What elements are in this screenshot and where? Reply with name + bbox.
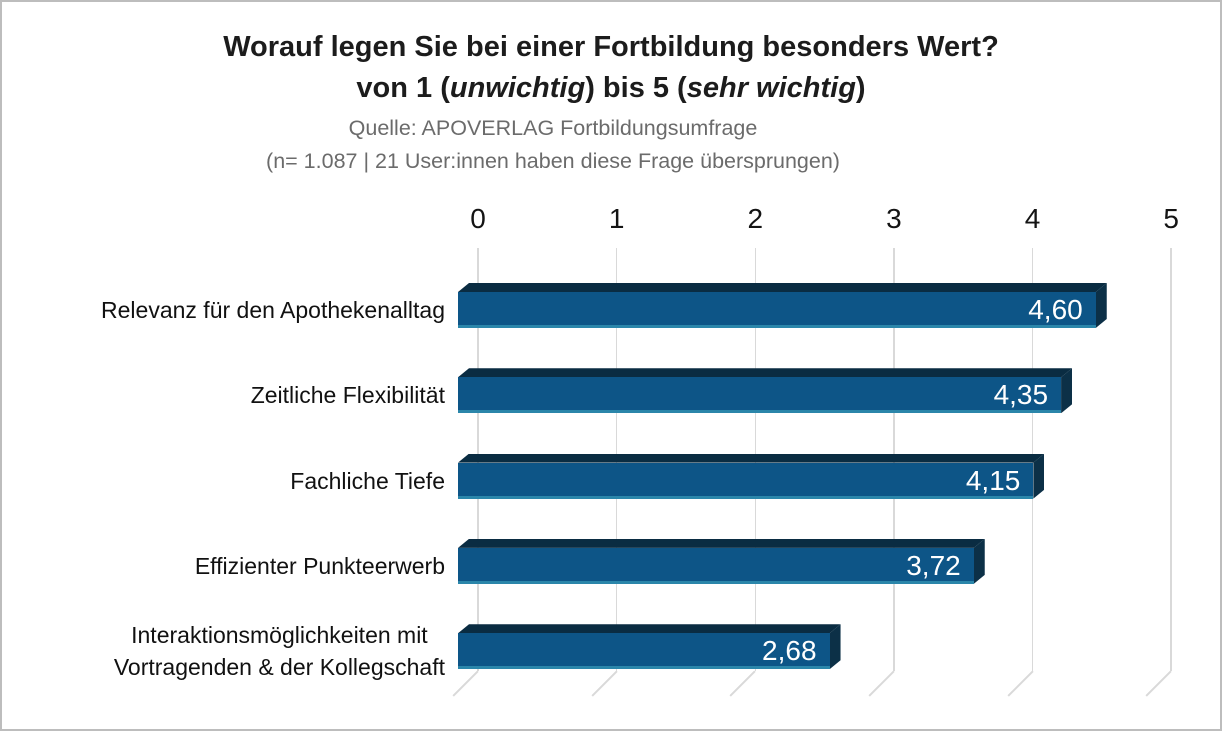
- gridline-foot: [591, 670, 618, 697]
- subtitle-part: von 1 (: [356, 72, 450, 104]
- chart-title-text: Worauf legen Sie bei einer Fortbildung b…: [223, 31, 999, 63]
- bar-value-label: 4,15: [965, 464, 1021, 496]
- gridline-foot: [452, 670, 479, 697]
- axis-tick-label: 4: [1024, 203, 1041, 234]
- category-label-text: Fachliche Tiefe: [290, 467, 445, 494]
- bar-end-face: [974, 539, 985, 584]
- sample-size-note: (n= 1.087 | 21 User:innen haben diese Fr…: [266, 149, 840, 173]
- gridline: [1170, 248, 1172, 671]
- bar-end-face: [1033, 454, 1044, 499]
- bar-top-face: [458, 454, 1044, 463]
- bar-end-face: [1061, 368, 1072, 413]
- gridline-foot: [1145, 670, 1172, 697]
- category-label: Fachliche Tiefe: [2, 447, 445, 515]
- bar-end-face: [830, 624, 841, 669]
- category-label: Effizienter Punkteerwerb: [2, 532, 445, 600]
- category-label: Relevanz für den Apothekenalltag: [2, 276, 445, 344]
- axis-tick-label: 0: [470, 203, 486, 234]
- gridline-foot: [868, 670, 895, 697]
- bar-top-face: [458, 283, 1107, 292]
- axis-tick-label: 5: [1163, 203, 1179, 234]
- bar-top-face: [458, 539, 985, 548]
- gridline-foot: [1007, 670, 1034, 697]
- category-label-text: Relevanz für den Apothekenalltag: [101, 297, 445, 323]
- bar-front-face: [458, 292, 1096, 328]
- bar-value-label: 4,35: [993, 379, 1049, 411]
- chart-title: Worauf legen Sie bei einer Fortbildung b…: [2, 29, 1220, 65]
- bar-front-face: [458, 377, 1062, 414]
- subtitle-part: ) bis 5 (: [585, 72, 687, 104]
- subtitle-italic-unwichtig: unwichtig: [449, 72, 586, 104]
- category-label: Zeitliche Flexibilität: [2, 361, 445, 429]
- bar-front-face: [458, 547, 974, 584]
- chart-subtitle: von 1 (unwichtig) bis 5 (sehr wichtig): [2, 70, 1220, 106]
- axis-tick-label: 3: [886, 203, 902, 234]
- bar-end-face: [1096, 283, 1107, 328]
- category-label-text: Zeitliche Flexibilität: [250, 382, 445, 409]
- gridline-foot: [729, 670, 756, 697]
- bar-top-face: [458, 624, 841, 633]
- bar-front-face: [458, 633, 830, 670]
- axis-tick-label: 2: [747, 203, 764, 234]
- bar-value-label: 3,72: [906, 549, 961, 581]
- bar-value-label: 2,68: [762, 635, 817, 667]
- bar-front-face: [458, 462, 1034, 499]
- category-label-text: Effizienter Punkteerwerb: [194, 552, 445, 579]
- axis-tick-label: 1: [608, 203, 625, 234]
- bar-top-face: [458, 368, 1072, 377]
- category-label: Interaktionsmöglichkeiten mit Vortragende…: [2, 617, 445, 685]
- bar-value-label: 4,60: [1028, 294, 1083, 325]
- source-note: Quelle: APOVERLAG Fortbildungsumfrage: [348, 116, 758, 140]
- subtitle-italic-sehr-wichtig: sehr wichtig: [686, 72, 856, 104]
- category-label-text: Interaktionsmöglichkeiten mit Vortragende…: [113, 622, 445, 681]
- subtitle-part: ): [855, 72, 866, 104]
